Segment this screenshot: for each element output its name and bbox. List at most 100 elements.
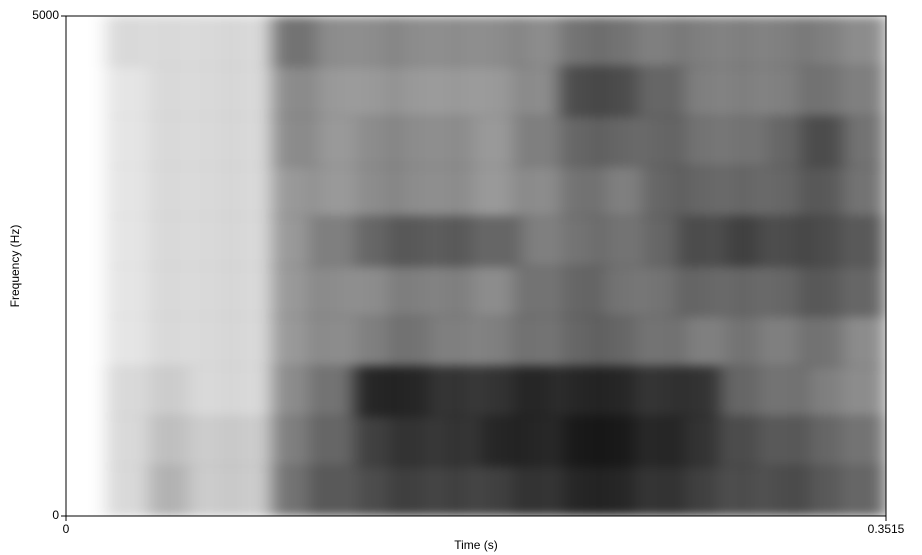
spectrogram-cell bbox=[640, 466, 682, 517]
spectrogram-cell bbox=[106, 366, 147, 417]
spectrogram-cell bbox=[517, 116, 559, 167]
spectrogram-cell bbox=[517, 216, 559, 267]
spectrogram-cell bbox=[722, 116, 764, 167]
spectrogram-cell bbox=[559, 466, 601, 517]
spectrogram-cell bbox=[148, 66, 190, 117]
spectrogram-cell bbox=[764, 266, 806, 317]
spectrogram-cell bbox=[477, 16, 519, 67]
spectrogram-cell bbox=[272, 16, 314, 67]
spectrogram-cell bbox=[804, 466, 846, 517]
spectrogram-cell bbox=[435, 366, 477, 417]
spectrogram-cell bbox=[106, 266, 147, 317]
spectrogram-cell bbox=[311, 116, 353, 167]
spectrogram-cell bbox=[148, 166, 190, 217]
spectrogram-cell bbox=[272, 416, 314, 467]
spectrogram-cell bbox=[598, 266, 640, 317]
spectrogram-cell bbox=[640, 366, 682, 417]
spectrogram-cell bbox=[640, 16, 682, 67]
spectrogram-cell bbox=[598, 416, 640, 467]
spectrogram-cell bbox=[559, 316, 601, 367]
spectrogram-cell bbox=[846, 116, 888, 167]
spectrogram-cell bbox=[598, 16, 640, 67]
y-tick-label: 0 bbox=[52, 508, 59, 522]
spectrogram-cell bbox=[477, 416, 519, 467]
spectrogram-cell bbox=[559, 116, 601, 167]
chart: Time (s) Frequency (Hz) 00.351505000 bbox=[0, 0, 922, 555]
spectrogram-cell bbox=[190, 366, 232, 417]
spectrogram-cell bbox=[272, 466, 314, 517]
spectrogram-cell bbox=[477, 216, 519, 267]
spectrogram-cell bbox=[190, 216, 232, 267]
spectrogram-cell bbox=[517, 16, 559, 67]
spectrogram-cell bbox=[680, 66, 722, 117]
spectrogram-cell bbox=[106, 466, 147, 517]
spectrogram-cell bbox=[311, 466, 353, 517]
spectrogram-cell bbox=[272, 166, 314, 217]
spectrogram-cell bbox=[106, 16, 147, 67]
spectrogram-cell bbox=[66, 166, 108, 217]
x-tick-label: 0.3515 bbox=[868, 522, 905, 536]
spectrogram-cell bbox=[477, 316, 519, 367]
spectrogram-cell bbox=[148, 266, 190, 317]
spectrogram-cell bbox=[764, 166, 806, 217]
spectrogram-cell bbox=[311, 16, 353, 67]
spectrogram-cell bbox=[804, 166, 846, 217]
spectrogram-cell bbox=[230, 116, 272, 167]
spectrogram-cell bbox=[66, 366, 108, 417]
spectrogram-cell bbox=[846, 216, 888, 267]
x-tick-label: 0 bbox=[63, 522, 70, 536]
spectrogram-cell bbox=[311, 216, 353, 267]
spectrogram-cell bbox=[66, 466, 108, 517]
spectrogram-cell bbox=[722, 266, 764, 317]
spectrogram-cell bbox=[106, 66, 147, 117]
spectrogram-cell bbox=[230, 216, 272, 267]
spectrogram-cell bbox=[846, 416, 888, 467]
spectrogram-cell bbox=[106, 116, 147, 167]
spectrogram-cell bbox=[846, 266, 888, 317]
spectrogram-cell bbox=[722, 416, 764, 467]
spectrogram-cell bbox=[559, 16, 601, 67]
spectrogram-cell bbox=[846, 66, 888, 117]
spectrogram-cell bbox=[846, 166, 888, 217]
spectrogram-cell bbox=[435, 166, 477, 217]
spectrogram-cell bbox=[559, 416, 601, 467]
spectrogram-cell bbox=[190, 66, 232, 117]
spectrogram-cells bbox=[66, 16, 887, 517]
spectrogram-cell bbox=[435, 116, 477, 167]
spectrogram-cell bbox=[680, 16, 722, 67]
spectrogram-cell bbox=[435, 216, 477, 267]
spectrogram-cell bbox=[598, 166, 640, 217]
spectrogram-cell bbox=[148, 466, 190, 517]
spectrogram-cell bbox=[66, 116, 108, 167]
spectrogram-cell bbox=[517, 316, 559, 367]
spectrogram-cell bbox=[66, 66, 108, 117]
spectrogram-cell bbox=[230, 466, 272, 517]
spectrogram-cell bbox=[477, 466, 519, 517]
spectrogram-cell bbox=[846, 16, 888, 67]
spectrogram-cell bbox=[148, 116, 190, 167]
spectrogram-cell bbox=[353, 16, 395, 67]
spectrogram-cell bbox=[272, 66, 314, 117]
spectrogram-cell bbox=[559, 366, 601, 417]
spectrogram-cell bbox=[230, 416, 272, 467]
spectrogram-cell bbox=[393, 416, 435, 467]
spectrogram-cell bbox=[190, 416, 232, 467]
spectrogram-cell bbox=[353, 166, 395, 217]
spectrogram-cell bbox=[393, 316, 435, 367]
spectrogram-cell bbox=[680, 216, 722, 267]
spectrogram-cell bbox=[846, 366, 888, 417]
spectrogram-cell bbox=[435, 266, 477, 317]
spectrogram-cell bbox=[764, 16, 806, 67]
spectrogram-cell bbox=[272, 266, 314, 317]
spectrogram-cell bbox=[190, 166, 232, 217]
spectrogram-cell bbox=[640, 266, 682, 317]
spectrogram-cell bbox=[353, 316, 395, 367]
spectrogram-cell bbox=[680, 466, 722, 517]
spectrogram-cell bbox=[230, 16, 272, 67]
spectrogram bbox=[66, 16, 887, 517]
spectrogram-cell bbox=[66, 266, 108, 317]
spectrogram-cell bbox=[190, 316, 232, 367]
spectrogram-cell bbox=[804, 316, 846, 367]
spectrogram-cell bbox=[804, 216, 846, 267]
spectrogram-cell bbox=[148, 316, 190, 367]
